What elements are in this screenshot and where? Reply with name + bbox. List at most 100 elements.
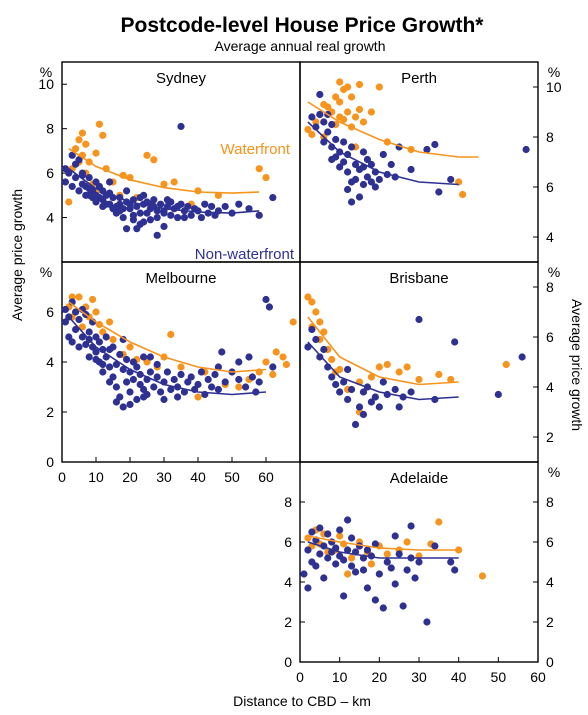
non-waterfront-point-sydney <box>99 202 107 211</box>
non-waterfront-point-melbourne <box>85 328 93 336</box>
non-waterfront-point-adelaide <box>359 566 368 574</box>
waterfront-point-brisbane <box>367 373 375 381</box>
non-waterfront-point-adelaide <box>407 522 415 530</box>
x-tick-label-melbourne: 40 <box>190 469 206 485</box>
waterfront-point-melbourne <box>75 293 83 301</box>
non-waterfront-point-melbourne <box>146 368 154 376</box>
waterfront-point-sydney <box>82 140 90 148</box>
panel-frame-sydney <box>61 61 301 263</box>
non-waterfront-point-melbourne <box>146 353 154 361</box>
waterfront-point-melbourne <box>289 318 297 326</box>
waterfront-point-melbourne <box>177 363 185 371</box>
waterfront-point-melbourne <box>235 383 243 391</box>
non-waterfront-point-perth <box>324 128 332 136</box>
non-waterfront-point-adelaide <box>379 604 387 612</box>
waterfront-point-sydney <box>65 198 73 206</box>
waterfront-point-sydney <box>143 151 151 159</box>
non-waterfront-point-sydney <box>136 193 144 202</box>
non-waterfront-point-perth <box>328 120 336 129</box>
non-waterfront-point-adelaide <box>332 560 340 568</box>
unit-label-melbourne: % <box>40 264 52 280</box>
non-waterfront-point-perth <box>375 175 383 184</box>
waterfront-point-sydney <box>255 165 263 173</box>
waterfront-point-perth <box>312 118 320 126</box>
y-tick-label-perth: 10 <box>546 79 562 95</box>
non-waterfront-point-sydney <box>146 216 154 224</box>
non-waterfront-point-sydney <box>235 200 243 208</box>
non-waterfront-point-perth <box>328 155 336 164</box>
non-waterfront-point-brisbane <box>518 353 526 361</box>
x-tick-label-melbourne: 30 <box>156 469 172 485</box>
waterfront-fit-line-melbourne <box>68 301 267 373</box>
y-tick-label-adelaide: 4 <box>284 574 292 590</box>
waterfront-point-sydney <box>170 178 178 186</box>
non-waterfront-point-melbourne <box>153 360 161 369</box>
waterfront-fit-line-adelaide <box>307 535 459 551</box>
non-waterfront-point-melbourne <box>123 378 131 386</box>
waterfront-point-sydney <box>262 173 270 182</box>
non-waterfront-point-melbourne <box>221 378 229 386</box>
non-waterfront-point-melbourne <box>68 338 76 346</box>
non-waterfront-point-adelaide <box>300 570 308 578</box>
y-axis-label-left: Average price growth <box>9 189 25 321</box>
y-tick-label-perth: 4 <box>546 229 554 245</box>
waterfront-point-melbourne <box>272 348 280 356</box>
non-waterfront-point-melbourne <box>112 398 120 406</box>
non-waterfront-point-melbourne <box>126 388 134 396</box>
y-tick-label-melbourne: 0 <box>46 454 54 470</box>
non-waterfront-point-sydney <box>119 213 127 222</box>
non-waterfront-point-sydney <box>153 231 161 239</box>
non-waterfront-point-adelaide <box>340 556 348 564</box>
non-waterfront-point-adelaide <box>304 546 312 554</box>
non-waterfront-point-sydney <box>68 182 76 191</box>
chart-panels: Sydney 4 6 8 10% Perth 4 6 8 10% Melbourne 0 2 4 6% 0 10… <box>38 61 562 685</box>
panel-frame-perth <box>299 61 539 263</box>
non-waterfront-point-melbourne <box>99 360 107 369</box>
non-waterfront-point-perth <box>359 148 368 156</box>
non-waterfront-point-sydney <box>163 196 171 204</box>
non-waterfront-point-sydney <box>160 209 168 217</box>
non-waterfront-point-adelaide <box>336 526 344 534</box>
non-waterfront-point-sydney <box>65 169 73 177</box>
non-waterfront-point-sydney <box>133 202 141 211</box>
non-waterfront-point-sydney <box>174 202 182 211</box>
non-waterfront-point-brisbane <box>344 365 352 374</box>
non-waterfront-point-melbourne <box>218 348 226 356</box>
non-waterfront-point-brisbane <box>359 410 368 419</box>
non-waterfront-point-melbourne <box>265 303 273 311</box>
non-waterfront-point-melbourne <box>112 360 120 369</box>
y-tick-label-adelaide: 0 <box>546 654 554 670</box>
non-waterfront-point-melbourne <box>160 395 168 404</box>
panel-title-adelaide: Adelaide <box>390 470 448 487</box>
y-tick-label-melbourne: 4 <box>46 354 54 370</box>
non-waterfront-point-perth <box>435 188 443 196</box>
non-waterfront-fit-line-perth <box>307 121 459 186</box>
non-waterfront-point-brisbane <box>332 380 340 389</box>
non-waterfront-point-sydney <box>201 200 209 208</box>
non-waterfront-point-perth <box>447 175 455 184</box>
waterfront-point-sydney <box>78 129 86 137</box>
non-waterfront-point-melbourne <box>174 393 182 401</box>
non-waterfront-point-brisbane <box>308 325 316 334</box>
waterfront-point-adelaide <box>403 538 411 546</box>
non-waterfront-point-perth <box>387 160 395 169</box>
non-waterfront-point-adelaide <box>371 540 379 548</box>
non-waterfront-point-melbourne <box>235 375 243 384</box>
non-waterfront-point-adelaide <box>344 546 352 554</box>
non-waterfront-point-melbourne <box>255 378 263 386</box>
non-waterfront-point-brisbane <box>340 378 348 386</box>
non-waterfront-point-sydney <box>269 193 277 202</box>
waterfront-point-melbourne <box>167 330 175 339</box>
waterfront-point-sydney <box>99 131 107 139</box>
non-waterfront-point-melbourne <box>214 363 222 371</box>
non-waterfront-point-perth <box>351 175 360 184</box>
non-waterfront-point-melbourne <box>99 345 107 354</box>
panel-title-melbourne: Melbourne <box>146 270 217 287</box>
non-waterfront-point-perth <box>363 173 372 181</box>
non-waterfront-point-adelaide <box>399 602 407 610</box>
waterfront-point-brisbane <box>328 355 336 364</box>
waterfront-point-brisbane <box>435 370 443 379</box>
y-tick-label-brisbane: 2 <box>546 429 554 445</box>
non-waterfront-annotation: Non-waterfront <box>195 246 295 263</box>
non-waterfront-point-sydney <box>116 207 124 215</box>
